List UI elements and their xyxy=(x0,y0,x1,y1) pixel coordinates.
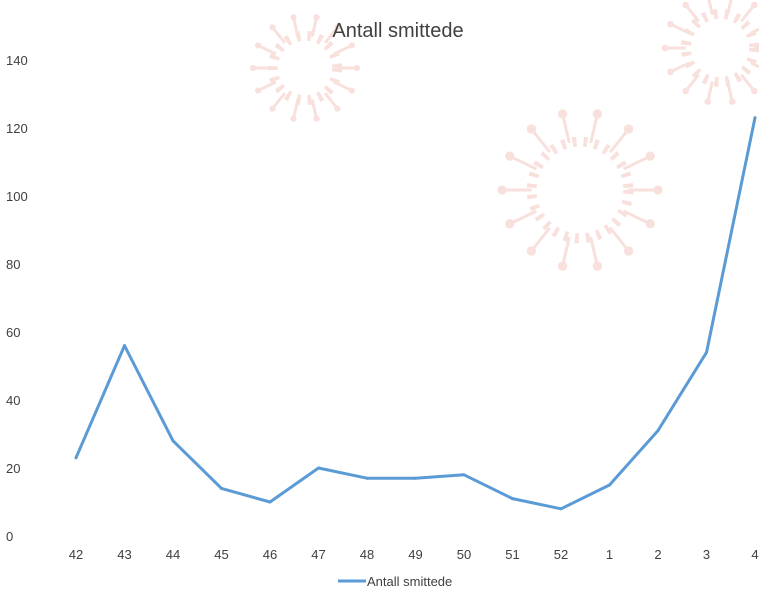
x-tick-label: 4 xyxy=(751,547,758,562)
x-tick-label: 44 xyxy=(166,547,180,562)
data-point xyxy=(414,476,417,480)
y-tick-label: 80 xyxy=(6,257,20,272)
y-tick-label: 120 xyxy=(6,121,28,136)
x-tick-label: 49 xyxy=(408,547,422,562)
data-point xyxy=(753,116,757,120)
x-tick-label: 52 xyxy=(554,547,568,562)
x-axis-ticks: 42 43 44 45 46 47 48 49 50 51 52 1 2 3 4 xyxy=(69,547,759,562)
x-tick-label: 43 xyxy=(117,547,131,562)
y-axis-ticks: 0 20 40 60 80 100 120 140 xyxy=(6,53,28,544)
data-point xyxy=(608,483,611,487)
legend: Antall smittede xyxy=(338,574,452,589)
x-tick-label: 46 xyxy=(263,547,277,562)
x-tick-label: 48 xyxy=(360,547,374,562)
data-point xyxy=(317,466,320,470)
x-tick-label: 51 xyxy=(505,547,519,562)
x-tick-label: 3 xyxy=(703,547,710,562)
y-tick-label: 40 xyxy=(6,393,20,408)
chart-title: Antall smittede xyxy=(332,20,463,42)
x-tick-label: 47 xyxy=(311,547,325,562)
data-point xyxy=(171,439,175,443)
x-tick-label: 1 xyxy=(606,547,613,562)
series-line xyxy=(74,116,757,511)
virus-icon-center xyxy=(497,109,663,271)
data-point xyxy=(123,344,126,348)
data-point xyxy=(365,476,369,480)
data-point xyxy=(656,429,660,433)
legend-label: Antall smittede xyxy=(367,574,452,589)
x-tick-label: 42 xyxy=(69,547,83,562)
data-point xyxy=(74,456,78,460)
virus-icon-right xyxy=(661,0,759,105)
virus-icon-left xyxy=(249,14,361,122)
data-point xyxy=(268,500,272,504)
data-point xyxy=(511,497,514,501)
data-point xyxy=(220,486,223,490)
y-tick-label: 20 xyxy=(6,461,20,476)
data-point xyxy=(705,350,708,354)
virus-watermark xyxy=(249,0,759,271)
data-point xyxy=(462,473,466,477)
x-tick-label: 45 xyxy=(214,547,228,562)
data-point xyxy=(559,507,563,511)
y-tick-label: 140 xyxy=(6,53,28,68)
series-layer xyxy=(74,116,757,511)
x-tick-label: 50 xyxy=(457,547,471,562)
y-tick-label: 0 xyxy=(6,529,13,544)
y-tick-label: 100 xyxy=(6,189,28,204)
y-tick-label: 60 xyxy=(6,325,20,340)
x-tick-label: 2 xyxy=(654,547,661,562)
